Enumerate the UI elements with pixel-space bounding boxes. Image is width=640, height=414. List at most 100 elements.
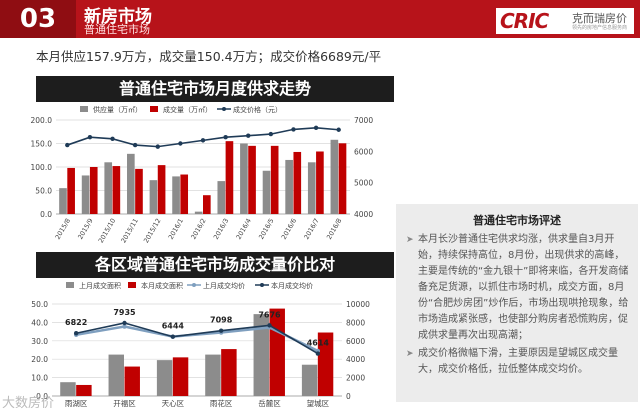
x-tick-label: 2016/8 [325,217,343,241]
legend-label: 成交价格（元） [233,105,282,114]
price-point [313,125,319,131]
bar [270,145,279,214]
price-point [87,135,93,140]
y-tick-right: 4000 [354,210,373,219]
y-tick-left: 50.0 [31,300,48,309]
bar [104,162,113,214]
legend-marker [222,107,226,111]
price-point [315,351,321,356]
bar [253,314,269,396]
x-tick-label: 2015/11 [119,217,139,244]
y-tick-left: 200.0 [31,116,53,125]
x-tick-label: 雨湖区 [65,399,88,408]
price-point [73,331,79,336]
bar [135,168,143,214]
price-point [155,144,160,149]
bar [172,357,189,396]
chart1-title: 普通住宅市场月度供求走势 [36,76,394,102]
y-tick-left: 30.0 [31,337,48,346]
legend-label: 供应量（万㎡） [93,105,142,114]
price-point [246,133,251,138]
x-tick-label: 2016/2 [189,217,207,241]
y-tick-left: 0.0 [36,392,48,401]
data-label: 6822 [65,318,87,327]
bar [338,143,347,214]
price-point [132,142,138,148]
x-tick-label: 岳麓区 [258,398,281,408]
legend-label: 成交量（万㎡） [163,105,212,114]
district-comparison-chart: 上月成交面积 本月成交面积 上月成交均价 本月成交均价 0.0 10.0 20.0 30.0 4… [31,281,370,408]
x-tick-label: 开福区 [113,399,136,408]
price-line [76,322,319,355]
data-label: 7098 [210,316,233,325]
data-label: 6444 [162,322,185,331]
commentary-body: ➤ 本月长沙普通住宅供求均涨，供求量自3月开始，持续保持高位，8月份，出现供求的高… [406,232,632,380]
bar [217,181,226,214]
monthly-supply-demand-chart: 供应量（万㎡） 成交量（万㎡） 成交价格（元） 0.0 50.0 100.0 150.0 20… [31,105,374,244]
x-tick-label: 2015/8 [54,217,72,241]
y-tick-left: 100.0 [31,163,53,172]
bar [330,139,339,214]
bar [285,159,293,214]
commentary-bullet: ➤ 成交价格微幅下滑，主要原因是望城区成交量大，成交价格低，拉低整体成交均价。 [406,348,618,375]
price-point [65,142,70,148]
price-point [122,320,127,326]
bullet-arrow-icon: ➤ [406,235,414,245]
chart2-title: 各区域普通住宅市场成交量价比对 [36,252,394,278]
commentary-bullet: ➤ 本月长沙普通住宅供求均涨，供求量自3月开始，持续保持高位，8月份，出现供求的高… [406,234,629,341]
legend-label: 本月成交面积 [141,281,183,290]
commentary-title: 普通住宅市场评述 [473,214,561,227]
legend-marker [192,283,196,287]
bar [81,175,90,214]
y-tick-right: 5000 [354,179,373,188]
x-tick-label: 2016/5 [257,217,275,241]
bar [157,165,166,214]
bar [156,360,173,396]
legend-label: 上月成交均价 [203,281,245,290]
x-tick-label: 望城区 [307,398,330,408]
price-point [267,323,272,328]
bullet-arrow-icon: ➤ [406,349,414,359]
y-tick-right: 4000 [346,355,365,364]
price-point [178,141,183,146]
legend-swatch [80,106,88,112]
legend-swatch [128,282,136,288]
bar [262,170,271,214]
logo-brand: CRIC [500,9,549,33]
bar [180,174,189,214]
y-tick-left: 0.0 [40,210,52,219]
bar [67,167,75,214]
y-tick-left: 20.0 [31,355,48,364]
x-tick-label: 2016/7 [302,217,320,241]
bar [248,145,256,214]
y-tick-right: 6000 [354,147,373,156]
section-number: 03 [0,0,76,38]
legend-swatch [66,282,74,288]
y-tick-left: 40.0 [31,318,48,327]
bar [89,167,98,214]
price-point [223,135,228,140]
bar [203,195,211,214]
legend-swatch [150,106,158,112]
bar [76,384,92,396]
x-tick-label: 2015/12 [142,217,162,244]
price-point [218,328,224,333]
x-tick-label: 2016/6 [280,217,298,241]
bar [149,180,158,214]
bar [293,151,302,214]
y-tick-right: 0 [346,392,351,401]
logo-tagline: 领先的房地产信息服务商 [572,25,628,31]
bar [172,176,180,214]
section-subtitle: 普通住宅市场 [84,23,150,36]
data-label: 7935 [113,308,136,317]
data-label: 7676 [258,310,281,319]
x-tick-label: 雨花区 [210,398,233,408]
bar [221,349,237,396]
bar [317,332,334,396]
legend-marker [260,283,264,287]
bar [225,141,234,214]
logo-cn-name: 克而瑞房价 [572,12,627,25]
bar [301,364,318,396]
bar [316,151,324,214]
price-point [291,127,296,132]
